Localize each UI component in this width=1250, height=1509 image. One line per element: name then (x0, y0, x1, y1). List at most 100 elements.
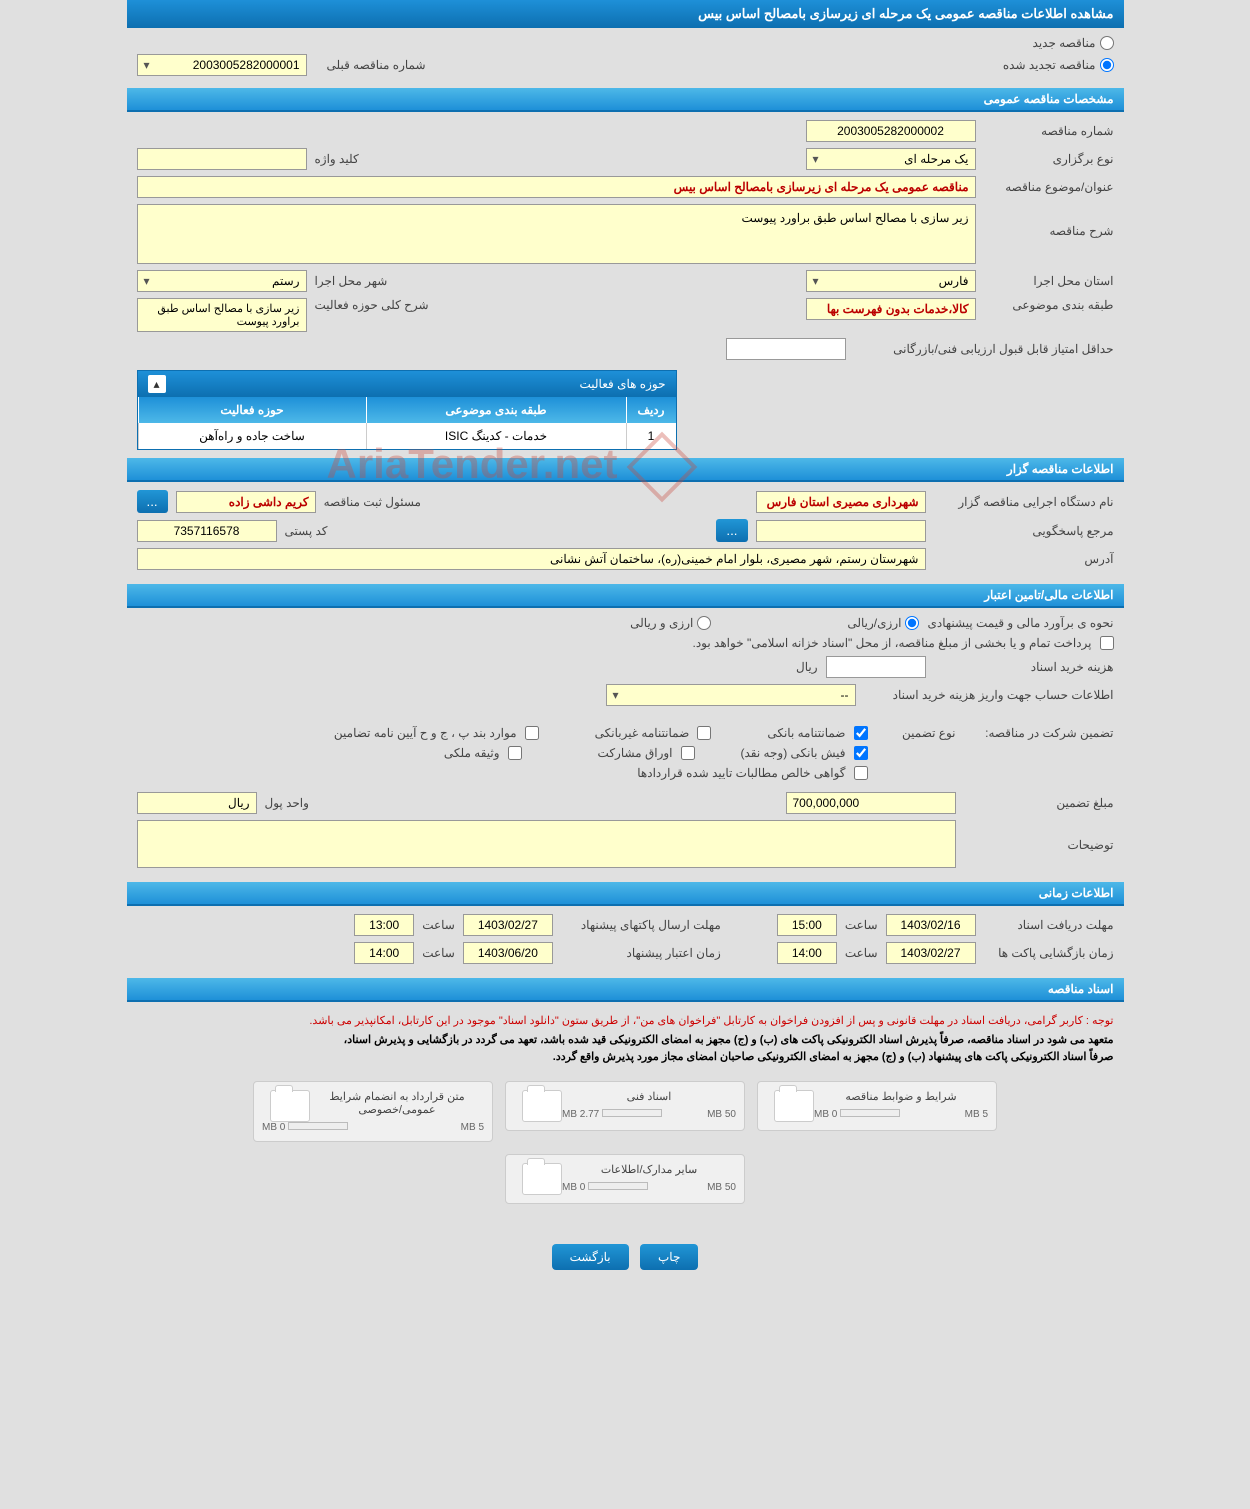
table-row: 1 خدمات - کدینگ ISIC ساخت جاده و راه‌آهن (138, 423, 676, 449)
account-label: اطلاعات حساب جهت واریز هزینه خرید اسناد (864, 688, 1114, 702)
registrar-label: مسئول ثبت مناقصه (324, 495, 421, 509)
packet-open-time[interactable]: 14:00 (777, 942, 837, 964)
contact-field[interactable] (756, 520, 926, 542)
col-category: طبقه بندی موضوعی (366, 397, 626, 423)
guarantee-type-label: نوع تضمین (876, 726, 956, 740)
keyword-field[interactable] (137, 148, 307, 170)
validity-time[interactable]: 14:00 (354, 942, 414, 964)
notes-field[interactable] (137, 820, 956, 868)
folder-icon (270, 1090, 310, 1122)
radio-new-tender[interactable] (1100, 36, 1114, 50)
postal-field[interactable]: 7357116578 (137, 520, 277, 542)
guarantee-in-label: تضمین شرکت در مناقصه: (964, 726, 1114, 740)
label-new-tender: مناقصه جدید (1033, 36, 1096, 50)
doc-receive-time[interactable]: 15:00 (777, 914, 837, 936)
check-bank-receipt[interactable] (854, 746, 868, 760)
file-card[interactable]: شرایط و ضوابط مناقصه5 MB 0 MB (757, 1081, 997, 1131)
packet-send-date[interactable]: 1403/02/27 (463, 914, 553, 936)
city-label: شهر محل اجرا (315, 274, 388, 288)
notes-label: توضیحات (964, 820, 1114, 852)
contact-label: مرجع پاسخگویی (934, 524, 1114, 538)
contact-lookup-button[interactable]: ... (716, 519, 747, 542)
radio-renewed-tender[interactable] (1100, 58, 1114, 72)
keyword-label: کلید واژه (315, 152, 359, 166)
address-field[interactable]: شهرستان رستم، شهر مصیری، بلوار امام خمین… (137, 548, 926, 570)
packet-send-time[interactable]: 13:00 (354, 914, 414, 936)
currency-field: ریال (137, 792, 257, 814)
folder-icon (774, 1090, 814, 1122)
check-property[interactable] (508, 746, 522, 760)
radio-both[interactable] (697, 616, 711, 630)
check-nonbank-guarantee[interactable] (697, 726, 711, 740)
postal-label: کد پستی (285, 524, 328, 538)
footer: چاپ بازگشت (127, 1228, 1124, 1286)
tender-number-field: 2003005282000002 (806, 120, 976, 142)
page-header: مشاهده اطلاعات مناقصه عمومی یک مرحله ای … (127, 0, 1124, 28)
notice-red: توجه : کاربر گرامی، دریافت اسناد در مهلت… (137, 1010, 1114, 1031)
agency-field: شهرداری مصیری استان فارس (756, 491, 926, 513)
label-renewed-tender: مناقصه تجدید شده (1003, 58, 1096, 72)
address-label: آدرس (934, 552, 1114, 566)
doc-receive-date[interactable]: 1403/02/16 (886, 914, 976, 936)
registrar-field: کریم داشی زاده (176, 491, 316, 513)
prev-number-label: شماره مناقصه قبلی (327, 58, 426, 72)
agency-label: نام دستگاه اجرایی مناقصه گزار (934, 495, 1114, 509)
activity-table-title: حوزه های فعالیت (580, 377, 666, 391)
min-score-label: حداقل امتیاز قابل قبول ارزیابی فنی/بازرگ… (854, 342, 1114, 356)
hold-type-select[interactable]: یک مرحله ای (806, 148, 976, 170)
validity-date[interactable]: 1403/06/20 (463, 942, 553, 964)
folder-icon (522, 1163, 562, 1195)
file-card[interactable]: اسناد فنی50 MB 2.77 MB (505, 1081, 745, 1131)
method-label: نحوه ی برآورد مالی و قیمت پیشنهادی (927, 616, 1113, 630)
check-certified[interactable] (854, 766, 868, 780)
file-card[interactable]: متن قرارداد به انضمام شرایط عمومی/خصوصی5… (253, 1081, 493, 1142)
packet-send-label: مهلت ارسال پاکتهای پیشنهاد (561, 918, 721, 932)
doc-cost-field[interactable] (826, 656, 926, 678)
currency-label: واحد پول (265, 796, 309, 810)
page-title: مشاهده اطلاعات مناقصه عمومی یک مرحله ای … (698, 6, 1113, 21)
title-label: عنوان/موضوع مناقصه (984, 180, 1114, 194)
file-card[interactable]: سایر مدارک/اطلاعات50 MB 0 MB (505, 1154, 745, 1204)
check-bank-guarantee[interactable] (854, 726, 868, 740)
prev-number-select[interactable]: 2003005282000001 (137, 54, 307, 76)
files-container: شرایط و ضوابط مناقصه5 MB 0 MBاسناد فنی50… (137, 1065, 1114, 1220)
section-financial: اطلاعات مالی/تامین اعتبار (127, 584, 1124, 608)
check-securities[interactable] (681, 746, 695, 760)
category-label: طبقه بندی موضوعی (984, 298, 1114, 312)
province-label: استان محل اجرا (984, 274, 1114, 288)
packet-open-label: زمان بازگشایی پاکت ها (984, 946, 1114, 960)
col-row: ردیف (626, 397, 676, 423)
section-organizer: اطلاعات مناقصه گزار (127, 458, 1124, 482)
desc-label: شرح مناقصه (984, 204, 1114, 238)
guarantee-amount-field[interactable]: 700,000,000 (786, 792, 956, 814)
tender-number-label: شماره مناقصه (984, 124, 1114, 138)
notice-line1: متعهد می شود در اسناد مناقصه، صرفاً پذیر… (137, 1031, 1114, 1048)
minimize-icon[interactable]: ▴ (148, 375, 166, 393)
section-timing: اطلاعات زمانی (127, 882, 1124, 906)
doc-receive-label: مهلت دریافت اسناد (984, 918, 1114, 932)
title-field[interactable]: مناقصه عمومی یک مرحله ای زیرسازی بامصالح… (137, 176, 976, 198)
col-field: حوزه فعالیت (138, 397, 366, 423)
category-field: کالا،خدمات بدون فهرست بها (806, 298, 976, 320)
treasury-note: پرداخت تمام و یا بخشی از مبلغ مناقصه، از… (693, 636, 1092, 650)
min-score-field[interactable] (726, 338, 846, 360)
print-button[interactable]: چاپ (640, 1244, 698, 1270)
city-select[interactable]: رستم (137, 270, 307, 292)
guarantee-amount-label: مبلغ تضمین (964, 796, 1114, 810)
back-button[interactable]: بازگشت (552, 1244, 629, 1270)
doc-cost-label: هزینه خرید اسناد (934, 660, 1114, 674)
province-select[interactable]: فارس (806, 270, 976, 292)
packet-open-date[interactable]: 1403/02/27 (886, 942, 976, 964)
section-general: مشخصات مناقصه عمومی (127, 88, 1124, 112)
account-select[interactable]: -- (606, 684, 856, 706)
treasury-checkbox[interactable] (1100, 636, 1114, 650)
notice-line2: صرفاً اسناد الکترونیکی پاکت های پیشنهاد … (137, 1048, 1114, 1065)
activity-desc-label: شرح کلی حوزه فعالیت (315, 298, 429, 312)
activity-table: حوزه های فعالیت ▴ ردیف طبقه بندی موضوعی … (137, 370, 677, 450)
activity-desc-field[interactable]: زیر سازی با مصالح اساس طبق براورد پیوست (137, 298, 307, 332)
section-documents: اسناد مناقصه (127, 978, 1124, 1002)
radio-rial[interactable] (905, 616, 919, 630)
check-regulation[interactable] (525, 726, 539, 740)
desc-field[interactable]: زیر سازی با مصالح اساس طبق براورد پیوست (137, 204, 976, 264)
registrar-lookup-button[interactable]: ... (137, 490, 168, 513)
